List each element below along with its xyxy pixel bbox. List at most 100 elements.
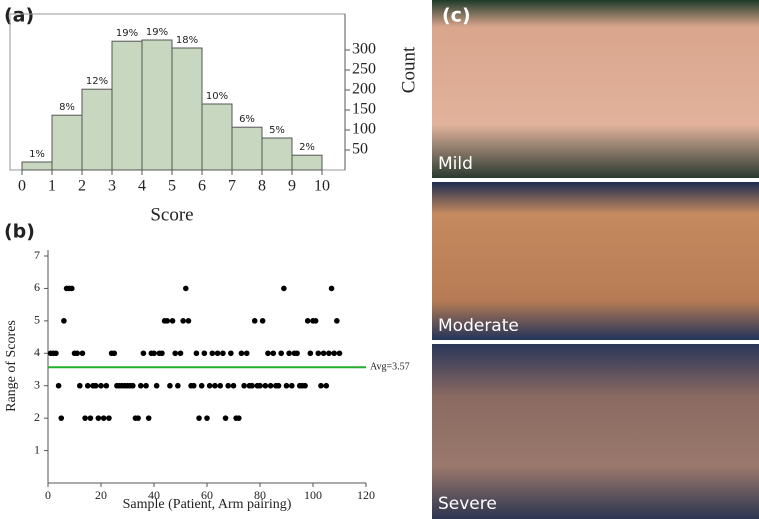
- point: [209, 350, 216, 357]
- point: [143, 382, 149, 389]
- point: [336, 350, 343, 357]
- point: [230, 382, 237, 389]
- x-tick-label: 40: [148, 488, 160, 502]
- point: [77, 382, 83, 389]
- x-tick-label: 0: [18, 178, 26, 195]
- point: [137, 382, 144, 389]
- bar: [51, 114, 83, 171]
- point: [140, 350, 147, 357]
- point: [307, 350, 314, 357]
- point: [320, 350, 327, 357]
- y-tick-label: 1: [34, 442, 40, 456]
- bar: [81, 88, 113, 171]
- y-axis-label: Count: [398, 46, 419, 93]
- value-label: 18%: [176, 35, 198, 46]
- bar: [291, 154, 323, 171]
- point: [79, 350, 86, 357]
- point: [95, 415, 102, 421]
- value-label: 2%: [299, 142, 315, 153]
- point: [169, 318, 176, 324]
- point: [55, 382, 62, 389]
- x-tick-label: 5: [168, 178, 176, 195]
- photo-severe: [432, 344, 759, 519]
- x-tick-label: 100: [304, 488, 322, 502]
- point: [177, 350, 184, 357]
- value-label: 12%: [86, 76, 108, 87]
- panel-label: (c): [442, 5, 471, 27]
- point: [100, 415, 107, 421]
- point: [294, 350, 300, 357]
- x-axis-label: Score: [150, 204, 193, 225]
- point: [212, 382, 218, 389]
- x-tick-label: 60: [201, 488, 213, 502]
- y-tick-label: 7: [34, 248, 40, 262]
- value-label: 8%: [59, 102, 75, 113]
- photo-label: Severe: [438, 494, 497, 514]
- x-tick-label: 6: [198, 178, 206, 195]
- point: [225, 382, 231, 389]
- point: [241, 382, 247, 389]
- point: [251, 318, 258, 324]
- x-tick-label: 3: [108, 178, 116, 195]
- y-tick-label: 5: [34, 313, 40, 327]
- point: [286, 350, 292, 357]
- point: [103, 382, 110, 389]
- point: [74, 350, 80, 357]
- point: [326, 350, 332, 357]
- value-label: 19%: [146, 27, 168, 38]
- y-tick-label: 300: [352, 41, 376, 58]
- point: [190, 382, 197, 389]
- point: [217, 382, 224, 389]
- y-tick-label: 250: [352, 61, 376, 78]
- photo-label: Moderate: [438, 316, 519, 336]
- point: [193, 350, 200, 357]
- point: [334, 318, 340, 324]
- photo-label: Mild: [438, 154, 473, 174]
- x-tick-label: 9: [288, 178, 296, 195]
- point: [206, 382, 213, 389]
- point: [257, 382, 263, 389]
- y-tick-label: 2: [34, 410, 40, 424]
- value-label: 6%: [239, 114, 255, 125]
- point: [87, 415, 94, 421]
- x-tick-label: 4: [138, 178, 146, 195]
- point: [145, 415, 152, 421]
- bar: [141, 39, 173, 171]
- value-label: 5%: [269, 125, 285, 136]
- point: [304, 318, 311, 324]
- y-tick-label: 50: [352, 141, 368, 158]
- point: [283, 382, 290, 389]
- point: [106, 415, 112, 421]
- point: [58, 415, 65, 421]
- point: [167, 382, 173, 389]
- point: [259, 318, 266, 324]
- point: [323, 382, 330, 389]
- point: [98, 382, 104, 389]
- x-axis-label: Sample (Patient, Arm pairing): [123, 497, 292, 512]
- average-label: Avg=3.57: [370, 362, 410, 373]
- point: [201, 350, 208, 357]
- bar: [231, 126, 263, 171]
- point: [61, 318, 67, 324]
- value-label: 10%: [206, 91, 228, 102]
- x-tick-label: 8: [258, 178, 266, 195]
- point: [236, 415, 242, 421]
- x-tick-label: 120: [357, 488, 375, 502]
- point: [270, 350, 277, 357]
- point: [175, 382, 181, 389]
- point: [214, 350, 221, 357]
- point: [243, 350, 250, 357]
- point: [315, 350, 322, 357]
- x-tick-label: 20: [95, 488, 107, 502]
- point: [278, 350, 285, 357]
- point: [220, 350, 226, 357]
- x-tick-label: 0: [45, 488, 51, 502]
- x-tick-label: 2: [78, 178, 86, 195]
- bar: [21, 161, 53, 171]
- point: [312, 318, 319, 324]
- y-tick-label: 100: [352, 121, 376, 138]
- y-tick-label: 150: [352, 101, 376, 118]
- y-tick-label: 3: [34, 377, 40, 391]
- point: [180, 318, 186, 324]
- panel-label: (b): [4, 221, 35, 243]
